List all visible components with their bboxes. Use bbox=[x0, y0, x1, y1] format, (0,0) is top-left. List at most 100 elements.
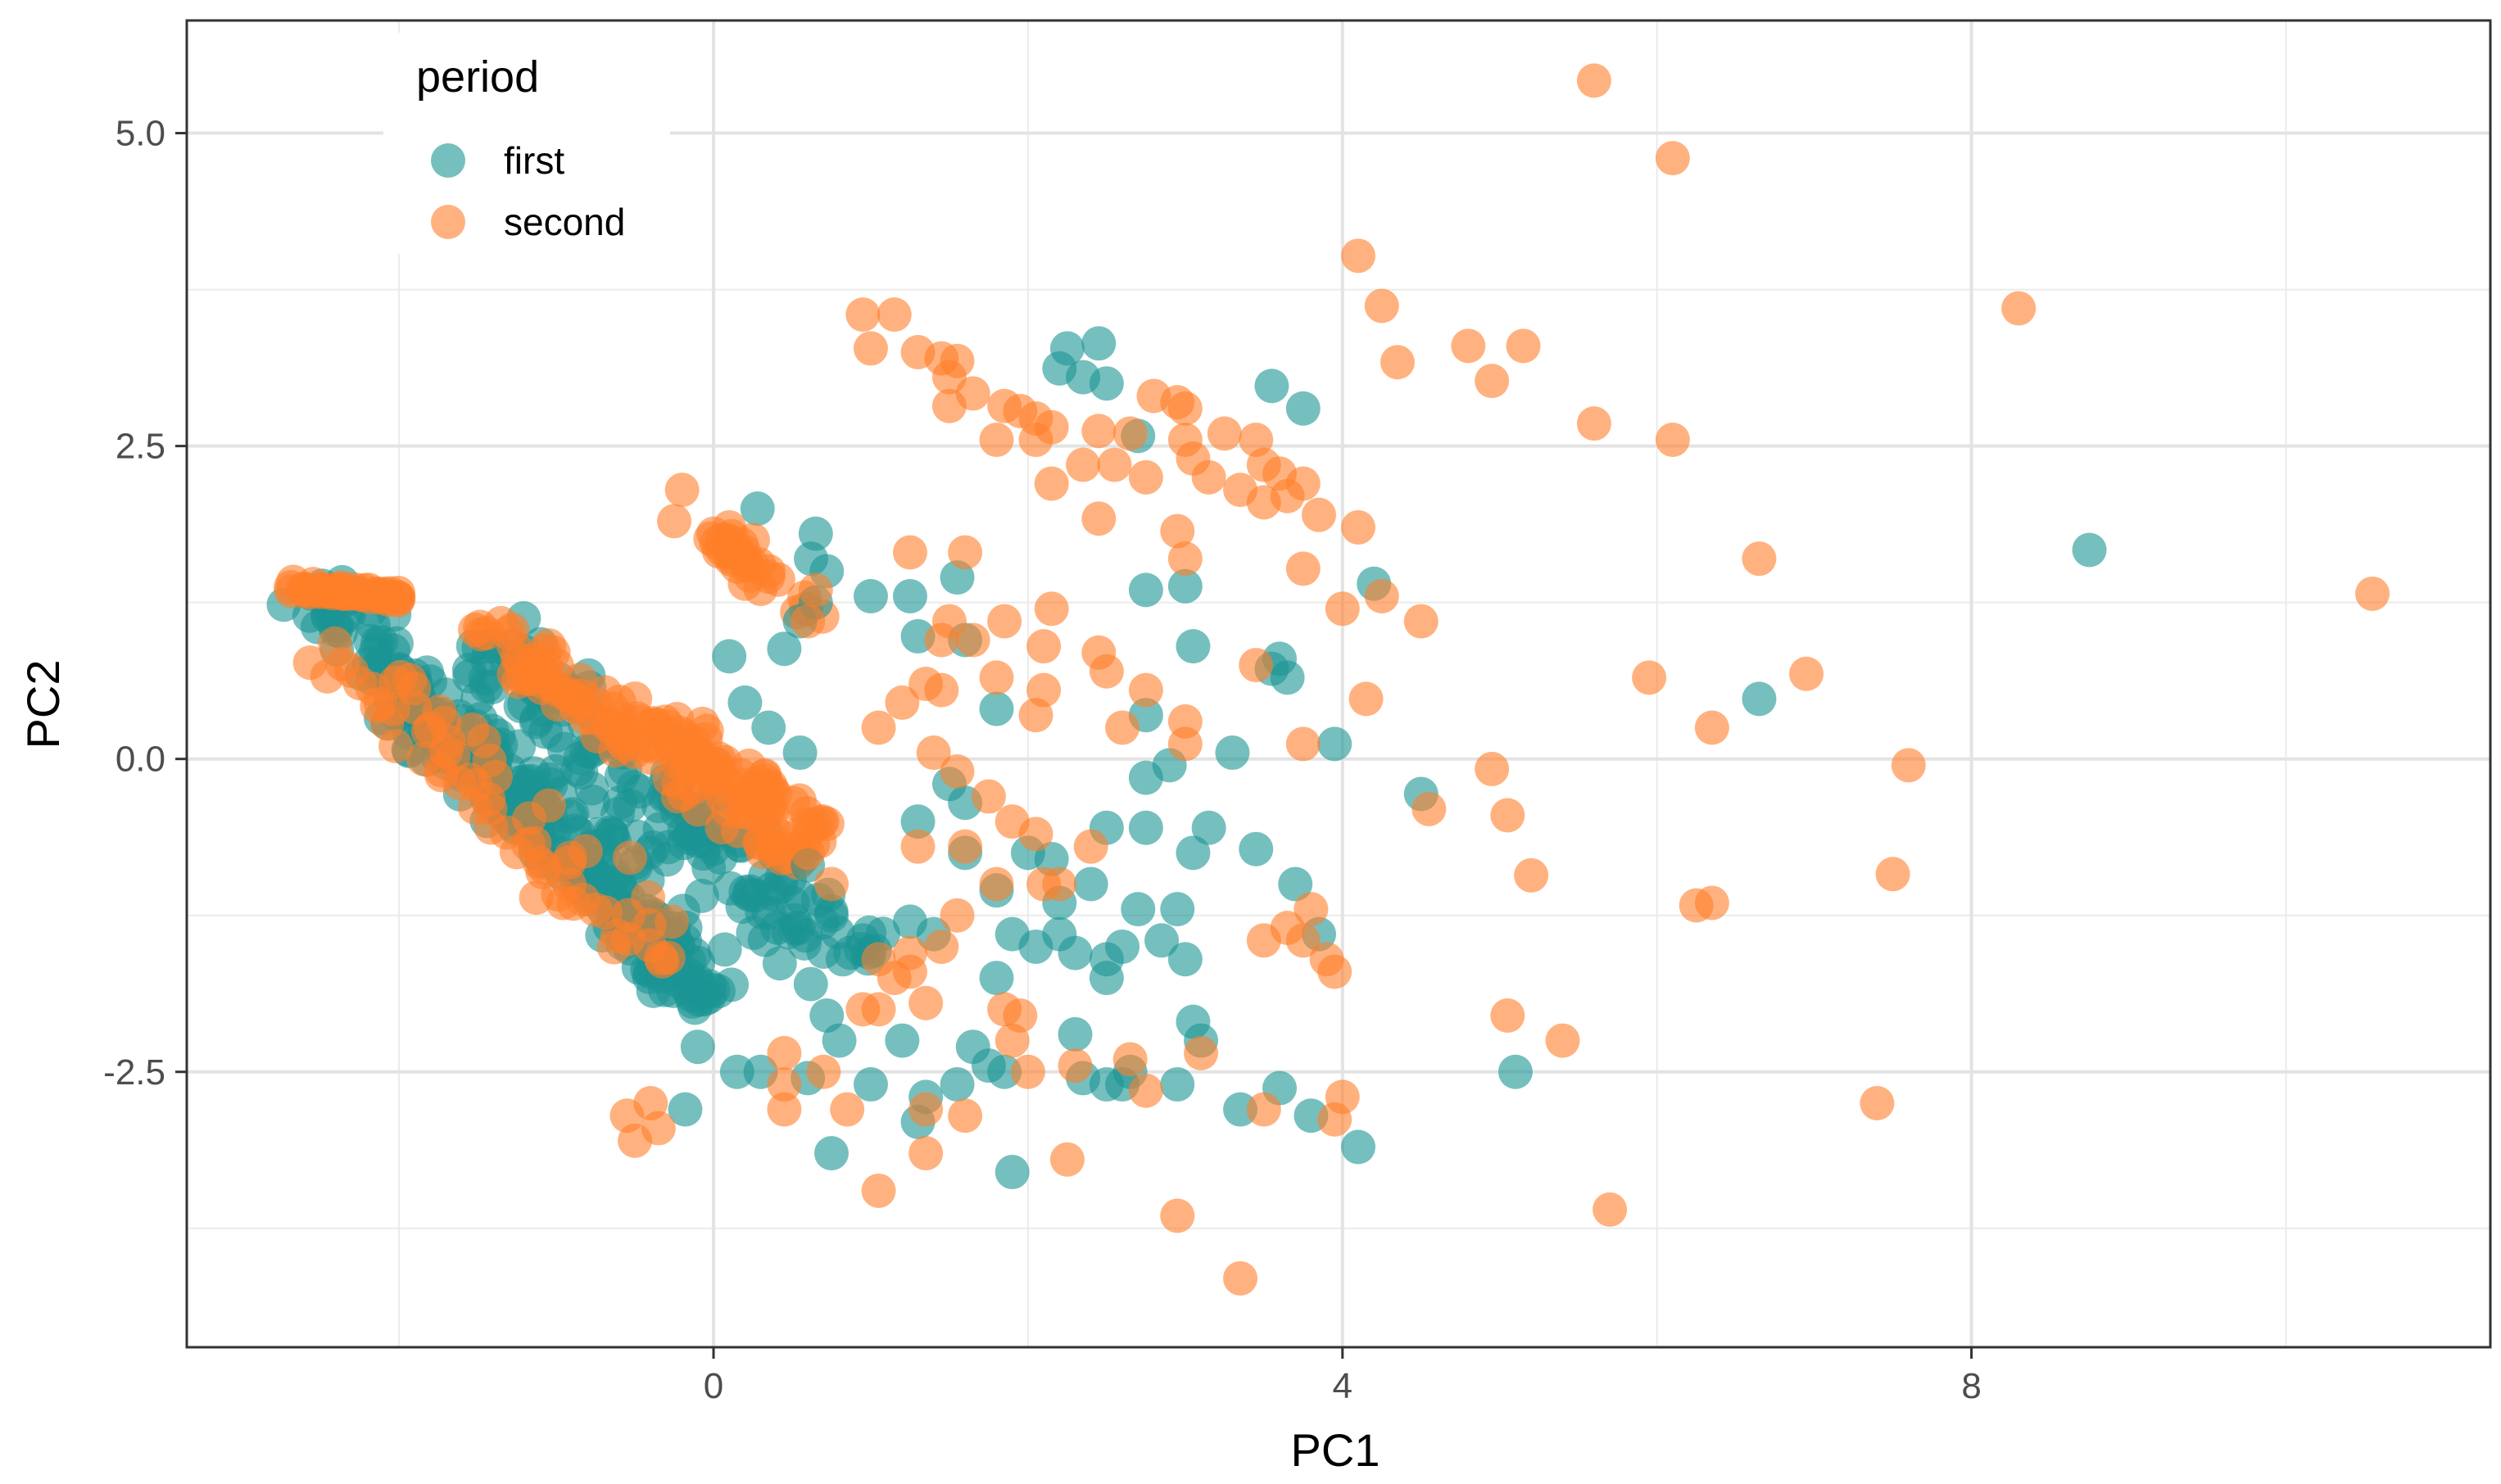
y-tick-label: 5.0 bbox=[116, 114, 165, 154]
point-first bbox=[1254, 369, 1289, 404]
point-first bbox=[767, 631, 802, 667]
point-first bbox=[1239, 831, 1274, 866]
point-first bbox=[940, 1067, 975, 1102]
point-second bbox=[747, 758, 782, 793]
point-second bbox=[1860, 1085, 1895, 1120]
point-second bbox=[1475, 364, 1510, 399]
x-axis-title: PC1 bbox=[1291, 1424, 1380, 1476]
point-second bbox=[767, 1035, 802, 1070]
point-second bbox=[955, 622, 990, 658]
point-second bbox=[916, 735, 951, 771]
point-first bbox=[1215, 735, 1250, 771]
point-second bbox=[527, 633, 562, 668]
point-first bbox=[1160, 1067, 1195, 1102]
point-first bbox=[1497, 1054, 1533, 1089]
point-first bbox=[623, 774, 658, 809]
point-second bbox=[1058, 1048, 1093, 1084]
point-first bbox=[1742, 681, 1777, 717]
data-points bbox=[266, 63, 2390, 1296]
point-second bbox=[1246, 485, 1281, 520]
point-second bbox=[588, 895, 623, 930]
point-first bbox=[712, 639, 747, 674]
point-first bbox=[1058, 1016, 1093, 1052]
point-second bbox=[813, 866, 849, 902]
point-second bbox=[618, 1123, 653, 1158]
point-second bbox=[1317, 954, 1352, 989]
point-second bbox=[798, 572, 833, 608]
point-second bbox=[892, 935, 927, 970]
point-first bbox=[1105, 929, 1140, 964]
point-second bbox=[727, 566, 763, 601]
point-second bbox=[955, 376, 990, 411]
point-second bbox=[1340, 238, 1375, 274]
point-first bbox=[1121, 892, 1156, 927]
point-second bbox=[1034, 591, 1069, 627]
point-second bbox=[1679, 888, 1714, 923]
point-first bbox=[732, 874, 768, 909]
point-second bbox=[1317, 1102, 1352, 1137]
point-second bbox=[979, 660, 1014, 695]
point-second bbox=[1026, 629, 1062, 664]
point-second bbox=[1160, 1198, 1195, 1233]
point-second bbox=[1167, 391, 1203, 426]
point-second bbox=[1081, 635, 1117, 670]
point-first bbox=[1278, 866, 1313, 902]
point-first bbox=[1176, 629, 1211, 664]
point-first bbox=[782, 735, 818, 771]
point-second bbox=[643, 940, 678, 975]
point-first bbox=[1176, 835, 1211, 871]
point-first bbox=[1167, 942, 1203, 977]
point-second bbox=[1545, 1023, 1580, 1058]
point-second bbox=[1694, 710, 1729, 745]
point-first bbox=[787, 925, 822, 961]
point-second bbox=[924, 929, 959, 964]
point-second bbox=[1475, 751, 1510, 786]
point-first bbox=[1128, 810, 1163, 845]
point-second bbox=[495, 612, 530, 647]
point-second bbox=[1066, 447, 1101, 482]
point-first bbox=[2072, 532, 2107, 568]
point-second bbox=[1042, 866, 1077, 902]
point-second bbox=[466, 723, 501, 758]
point-first bbox=[900, 804, 936, 839]
point-second bbox=[1348, 681, 1384, 717]
point-first bbox=[1042, 916, 1077, 952]
point-second bbox=[519, 880, 554, 916]
point-second bbox=[1081, 501, 1117, 536]
point-first bbox=[575, 785, 610, 820]
point-first bbox=[885, 1023, 920, 1058]
y-tick-label: 0.0 bbox=[116, 740, 165, 780]
point-second bbox=[1018, 817, 1053, 852]
point-second bbox=[1655, 422, 1690, 457]
point-second bbox=[1128, 672, 1163, 708]
point-first bbox=[691, 969, 727, 1004]
point-second bbox=[598, 733, 633, 768]
point-first bbox=[516, 756, 551, 791]
point-first bbox=[1191, 810, 1226, 845]
point-first bbox=[740, 491, 775, 527]
point-second bbox=[948, 829, 983, 864]
point-second bbox=[1081, 414, 1117, 449]
point-second bbox=[2355, 576, 2390, 611]
point-second bbox=[845, 992, 881, 1027]
point-second bbox=[1364, 288, 1399, 323]
point-first bbox=[727, 685, 763, 720]
point-second bbox=[655, 904, 690, 939]
point-second bbox=[431, 724, 466, 759]
point-second bbox=[736, 523, 771, 558]
point-first bbox=[979, 691, 1014, 726]
point-second bbox=[830, 1092, 865, 1127]
point-first bbox=[892, 579, 927, 614]
point-second bbox=[1128, 1073, 1163, 1108]
point-second bbox=[324, 570, 360, 605]
point-second bbox=[1891, 748, 1926, 783]
point-second bbox=[1576, 63, 1611, 98]
point-second bbox=[1285, 551, 1321, 586]
point-first bbox=[1176, 1004, 1211, 1039]
point-second bbox=[1105, 710, 1140, 745]
point-second bbox=[1112, 1042, 1148, 1077]
point-second bbox=[791, 835, 826, 871]
point-second bbox=[1789, 656, 1824, 691]
point-first bbox=[356, 607, 391, 642]
point-first bbox=[995, 1155, 1030, 1190]
